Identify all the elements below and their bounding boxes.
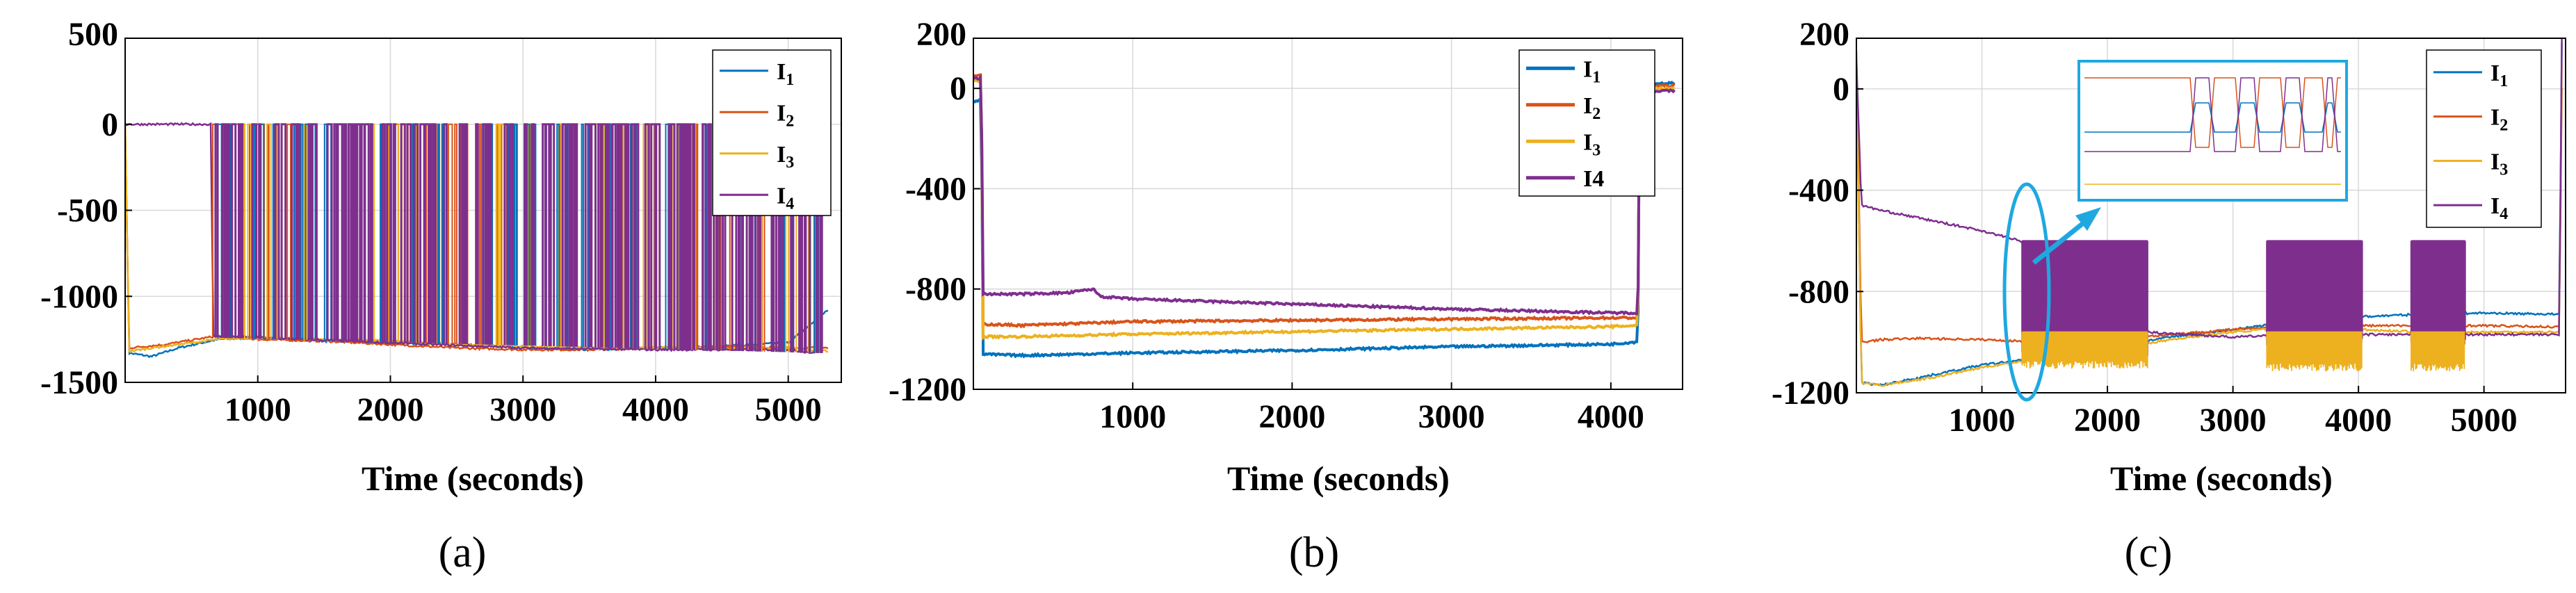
legend-label-I2: I2 <box>777 100 794 130</box>
y-tick-label: -800 <box>1788 273 1849 310</box>
legend-subscript: 1 <box>1592 68 1601 86</box>
x-tick-label: 5000 <box>2451 402 2518 439</box>
y-tick-label: 0 <box>950 70 966 107</box>
panel-a-xlabel: Time (seconds) <box>362 459 584 498</box>
legend-subscript: 2 <box>786 112 794 130</box>
series-line-I4b <box>973 73 1676 316</box>
series-line-I1 <box>973 80 1676 359</box>
panel-b-xlabel: Time (seconds) <box>1227 459 1450 498</box>
legend-subscript: 4 <box>786 195 794 213</box>
panel-a-caption: (a) <box>439 529 487 576</box>
highlight-ellipse <box>2002 182 2051 402</box>
burst-I3 <box>2266 332 2363 371</box>
panel-b-caption: (b) <box>1289 529 1339 576</box>
y-tick-label: -500 <box>57 193 118 229</box>
y-tick-label: 0 <box>1833 71 1849 108</box>
series-line-I3 <box>973 76 1676 341</box>
legend-subscript: 3 <box>1592 141 1601 159</box>
legend-subscript: 3 <box>2500 161 2508 179</box>
legend-box <box>1518 49 1655 197</box>
panel-b-lines <box>973 73 1676 359</box>
panel-c-frame <box>1856 38 2566 393</box>
legend-label-I3: I3 <box>1583 129 1601 159</box>
y-tick-label: -1200 <box>1772 375 1849 412</box>
legend-box <box>2426 49 2542 228</box>
legend-subscript: 3 <box>786 154 794 172</box>
x-tick-label: 2000 <box>2074 402 2141 439</box>
y-tick-label: 500 <box>68 16 118 53</box>
y-tick-label: -800 <box>905 271 966 308</box>
zoom-arrow-line <box>2032 222 2084 265</box>
panel-c-xlabel: Time (seconds) <box>2110 459 2333 498</box>
x-tick-label: 1000 <box>1949 402 2016 439</box>
x-tick-label: 3000 <box>1418 398 1485 435</box>
burst-I4 <box>2266 241 2363 346</box>
panel-c-inset <box>2002 60 2348 402</box>
panel-b-frame <box>973 38 1683 390</box>
series-line-I2 <box>973 73 1676 329</box>
legend-box <box>712 49 832 216</box>
legend-label-I1: I1 <box>2490 60 2508 90</box>
x-tick-label: 3000 <box>2200 402 2267 439</box>
x-tick-label: 2000 <box>357 391 423 428</box>
legend-label-I4b: I4 <box>1583 166 1604 192</box>
y-tick-label: 200 <box>1799 16 1849 53</box>
burst-I4 <box>2410 241 2466 346</box>
legend-subscript: 1 <box>786 71 794 89</box>
legend-subscript: 4 <box>2500 205 2508 223</box>
zoom-inset-box <box>2077 60 2348 202</box>
y-tick-label: -1000 <box>40 278 118 315</box>
x-tick-label: 3000 <box>489 391 556 428</box>
burst-I3 <box>2021 332 2148 369</box>
x-tick-label: 2000 <box>1258 398 1325 435</box>
legend-subscript: 2 <box>1592 105 1601 123</box>
inset-trace-I4 <box>2084 77 2341 152</box>
panel-c-caption: (c) <box>2125 529 2173 576</box>
legend-subscript: 2 <box>2500 117 2508 135</box>
zoom-arrow-head <box>2075 207 2101 231</box>
x-tick-label: 4000 <box>622 391 689 428</box>
y-tick-label: 0 <box>102 106 118 143</box>
inset-trace-I2 <box>2084 77 2341 148</box>
y-tick-label: -1200 <box>889 371 966 408</box>
x-tick-label: 1000 <box>225 391 291 428</box>
y-tick-label: -400 <box>905 170 966 207</box>
burst-I3 <box>2411 332 2465 371</box>
x-tick-label: 4000 <box>2325 402 2392 439</box>
x-tick-label: 1000 <box>1099 398 1166 435</box>
x-tick-label: 5000 <box>755 391 822 428</box>
y-tick-label: 200 <box>916 16 966 53</box>
y-tick-label: -400 <box>1788 172 1849 209</box>
legend-subscript: 1 <box>2500 72 2508 90</box>
y-tick-label: -1500 <box>40 364 118 401</box>
x-tick-label: 4000 <box>1578 398 1644 435</box>
legend-label-I1: I1 <box>777 59 794 89</box>
inset-trace-I1 <box>2084 102 2341 133</box>
